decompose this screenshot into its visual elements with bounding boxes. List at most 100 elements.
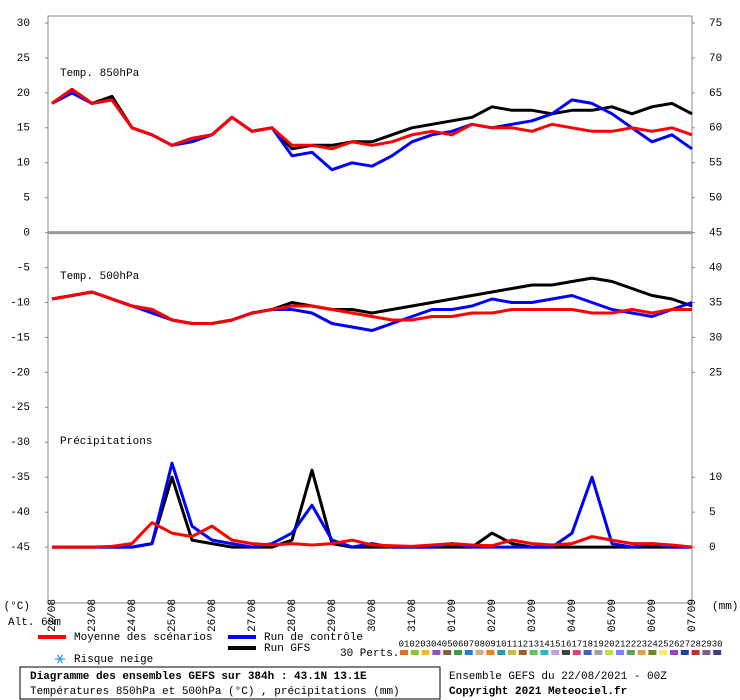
y2-tick-label: 35 (709, 297, 722, 309)
series-line (52, 521, 693, 549)
perturbation-swatch (443, 650, 452, 655)
perturbation-number: 15 (550, 639, 561, 649)
footer-box (19, 666, 441, 700)
perturbation-swatch (594, 650, 603, 655)
perturbation-swatch (518, 650, 527, 655)
x-tick-label: 04/09 (567, 599, 579, 632)
perturbation-number: 08 (474, 639, 485, 649)
perturbation-number: 21 (615, 639, 626, 649)
x-tick-label: 31/08 (407, 599, 419, 632)
snow-icon (55, 654, 65, 664)
y2-tick-label: 55 (709, 158, 722, 170)
perturbation-swatch (464, 650, 473, 655)
legend-label: Run de contrôle (264, 632, 363, 644)
perturbation-label: 30 Perts. (340, 648, 399, 660)
perturbation-swatch (551, 650, 560, 655)
perturbation-swatch (583, 650, 592, 655)
y2-tick-label: 10 (709, 472, 722, 484)
x-tick-label: 06/09 (647, 599, 659, 632)
x-tick-label: 29/08 (327, 599, 339, 632)
perturbation-swatch (702, 650, 711, 655)
copyright: Copyright 2021 Meteociel.fr (449, 686, 627, 698)
perturbation-swatch (497, 650, 506, 655)
y2-tick-label: 30 (709, 332, 722, 344)
x-tick-label: 23/08 (87, 599, 99, 632)
y-tick-label: 25 (17, 53, 30, 65)
y-tick-label: -30 (10, 437, 30, 449)
perturbation-number: 01 (399, 639, 410, 649)
perturbation-swatch (410, 650, 419, 655)
perturbation-swatch (432, 650, 441, 655)
y-tick-label: -35 (10, 472, 30, 484)
y2-tick-label: 60 (709, 123, 722, 135)
panel-label: Précipitations (60, 436, 152, 448)
x-tick-label: 24/08 (127, 599, 139, 632)
y-tick-label: 10 (17, 158, 30, 170)
perturbation-swatch (626, 650, 635, 655)
y-tick-label: -40 (10, 507, 30, 519)
perturbation-number: 23 (636, 639, 647, 649)
perturbation-number: 18 (582, 639, 593, 649)
series-line (51, 87, 693, 151)
perturbation-swatch (713, 650, 722, 655)
chart-title: Diagramme des ensembles GEFS sur 384h : … (30, 671, 367, 683)
perturbation-swatch (572, 650, 581, 655)
y-tick-label: -5 (17, 262, 30, 274)
y-tick-label: 30 (17, 18, 30, 30)
x-tick-label: 30/08 (367, 599, 379, 632)
y2-tick-label: 5 (709, 507, 716, 519)
y2-tick-label: 65 (709, 88, 722, 100)
perturbation-number: 07 (463, 639, 474, 649)
perturbation-number: 14 (539, 639, 550, 649)
chart-subtitle: Températures 850hPa et 500hPa (°C) , pré… (30, 686, 400, 698)
perturbation-number: 04 (431, 639, 442, 649)
y-tick-label: -20 (10, 367, 30, 379)
x-tick-label: 07/09 (687, 599, 699, 632)
y2-tick-label: 40 (709, 262, 722, 274)
perturbation-swatch (691, 650, 700, 655)
perturbation-number: 28 (690, 639, 701, 649)
perturbation-number: 20 (604, 639, 615, 649)
perturbation-number: 30 (712, 639, 723, 649)
x-tick-label: 28/08 (287, 599, 299, 632)
x-tick-label: 25/08 (167, 599, 179, 632)
perturbation-number: 25 (658, 639, 669, 649)
perturbation-swatch (616, 650, 624, 655)
legend-label: Moyenne des scénarios (74, 632, 213, 644)
perturbation-number: 02 (409, 639, 420, 649)
perturbation-swatch (680, 650, 689, 655)
perturbation-number: 24 (647, 639, 658, 649)
legend-label: Run GFS (264, 643, 311, 655)
perturbation-number: 13 (528, 639, 539, 649)
y-tick-label: -25 (10, 402, 30, 414)
perturbation-number: 17 (571, 639, 582, 649)
perturbation-swatch (475, 650, 484, 655)
y2-tick-label: 75 (709, 18, 722, 30)
panel-label: Temp. 850hPa (60, 68, 140, 80)
perturbation-swatch (486, 650, 495, 655)
perturbation-swatch (529, 650, 538, 655)
perturbation-swatch (508, 650, 516, 655)
perturbation-number: 26 (669, 639, 680, 649)
perturbation-swatch (562, 650, 570, 655)
perturbation-number: 09 (485, 639, 496, 649)
perturbation-number: 05 (442, 639, 453, 649)
perturbation-number: 19 (593, 639, 604, 649)
x-tick-label: 01/09 (447, 599, 459, 632)
perturbation-swatch (605, 650, 614, 655)
x-tick-label: 02/09 (487, 599, 499, 632)
y2-tick-label: 0 (709, 542, 716, 554)
x-tick-label: 03/09 (527, 599, 539, 632)
perturbation-number: 10 (496, 639, 507, 649)
perturbation-swatch (670, 650, 678, 655)
perturbation-swatch (540, 650, 549, 655)
series-line (51, 290, 693, 332)
x-tick-label: 27/08 (247, 599, 259, 632)
panel-label: Temp. 500hPa (60, 271, 140, 283)
perturbation-number: 22 (625, 639, 636, 649)
perturbation-swatch (454, 650, 462, 655)
y2-tick-label: 50 (709, 193, 722, 205)
y-tick-label: -45 (10, 542, 30, 554)
